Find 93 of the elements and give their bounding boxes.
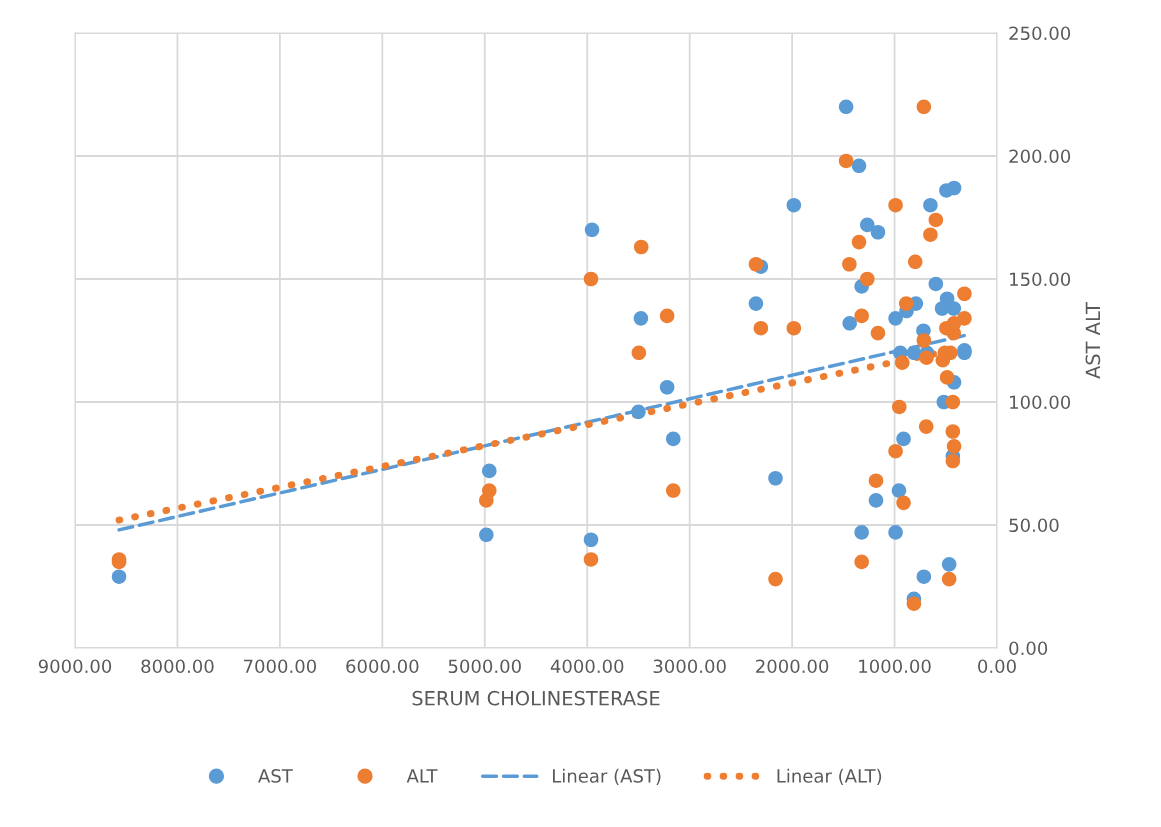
point bbox=[939, 370, 955, 385]
x-tick-label: 4000.00 bbox=[550, 659, 624, 674]
point bbox=[479, 527, 494, 543]
point bbox=[842, 316, 857, 331]
point bbox=[854, 308, 869, 324]
point bbox=[888, 311, 903, 326]
legend-label: Linear (ALT) bbox=[777, 768, 882, 785]
point bbox=[583, 552, 599, 567]
point bbox=[631, 345, 647, 361]
point bbox=[896, 431, 911, 447]
point bbox=[111, 569, 127, 584]
point bbox=[923, 227, 938, 242]
point bbox=[957, 311, 972, 326]
point bbox=[633, 311, 649, 326]
x-tick-label: 6000.00 bbox=[346, 659, 419, 674]
point bbox=[945, 424, 961, 439]
point bbox=[786, 320, 802, 336]
point bbox=[838, 99, 854, 115]
point bbox=[941, 571, 957, 587]
point bbox=[851, 158, 867, 174]
point bbox=[946, 180, 962, 196]
x-tick-label: 1000.00 bbox=[859, 659, 931, 674]
point bbox=[786, 197, 802, 213]
point bbox=[945, 394, 961, 410]
point bbox=[891, 399, 907, 415]
point bbox=[854, 525, 869, 540]
point bbox=[633, 239, 649, 255]
point bbox=[870, 224, 886, 240]
point bbox=[659, 379, 675, 395]
point bbox=[583, 532, 599, 548]
point bbox=[584, 222, 600, 238]
point bbox=[906, 345, 922, 361]
legend-label: ALT bbox=[406, 769, 438, 783]
point bbox=[482, 463, 497, 479]
point bbox=[868, 493, 884, 508]
x-tick-label: 9000.00 bbox=[38, 659, 112, 674]
y-tick-label: 50.00 bbox=[1009, 518, 1059, 533]
x-tick-label: 3000.00 bbox=[653, 659, 726, 674]
point bbox=[928, 276, 944, 292]
point bbox=[906, 596, 922, 611]
point bbox=[665, 431, 681, 447]
point bbox=[842, 256, 857, 272]
point bbox=[946, 439, 962, 454]
y-tick-label: 0.00 bbox=[1009, 641, 1048, 656]
point bbox=[891, 483, 907, 498]
point bbox=[870, 325, 886, 341]
point bbox=[928, 212, 944, 228]
point bbox=[923, 197, 938, 213]
y-tick-label: 200.00 bbox=[1009, 149, 1071, 164]
point bbox=[665, 483, 681, 498]
point bbox=[918, 419, 934, 434]
point bbox=[946, 301, 962, 316]
x-axis-title: SERUM CHOLINESTERASE bbox=[412, 690, 660, 706]
point bbox=[868, 473, 884, 488]
point bbox=[860, 271, 875, 287]
legend-label: Linear (AST) bbox=[553, 768, 661, 785]
y-tick-label: 100.00 bbox=[1010, 395, 1071, 410]
x-tick-label: 2000.00 bbox=[756, 659, 829, 674]
point bbox=[631, 404, 646, 420]
point bbox=[941, 557, 957, 572]
point bbox=[907, 254, 923, 270]
point bbox=[919, 350, 934, 365]
point bbox=[894, 355, 910, 370]
point bbox=[888, 525, 903, 540]
point bbox=[916, 569, 932, 584]
point bbox=[748, 296, 764, 311]
point bbox=[957, 286, 972, 302]
point bbox=[916, 333, 932, 348]
point bbox=[896, 495, 911, 511]
point bbox=[898, 296, 914, 311]
point bbox=[659, 308, 675, 324]
x-tick-label: 5000.00 bbox=[448, 659, 521, 674]
x-tick-label: 8000.00 bbox=[141, 659, 214, 674]
x-tick-label: 0.00 bbox=[978, 659, 1016, 674]
point bbox=[916, 99, 932, 115]
point bbox=[945, 453, 961, 469]
point bbox=[860, 217, 875, 233]
point bbox=[748, 256, 764, 272]
point bbox=[851, 234, 867, 250]
legend-label: AST bbox=[258, 769, 293, 783]
y-axis-title: AST ALT bbox=[1085, 301, 1101, 379]
point bbox=[768, 470, 783, 486]
point bbox=[888, 443, 903, 459]
point bbox=[768, 571, 783, 587]
point bbox=[583, 271, 599, 287]
point bbox=[482, 483, 497, 498]
y-tick-label: 250.00 bbox=[1009, 26, 1071, 41]
point bbox=[854, 554, 869, 570]
point bbox=[888, 197, 903, 213]
point bbox=[838, 153, 854, 169]
y-tick-label: 150.00 bbox=[1010, 272, 1071, 287]
x-tick-label: 7000.00 bbox=[244, 659, 317, 674]
point bbox=[753, 320, 769, 336]
